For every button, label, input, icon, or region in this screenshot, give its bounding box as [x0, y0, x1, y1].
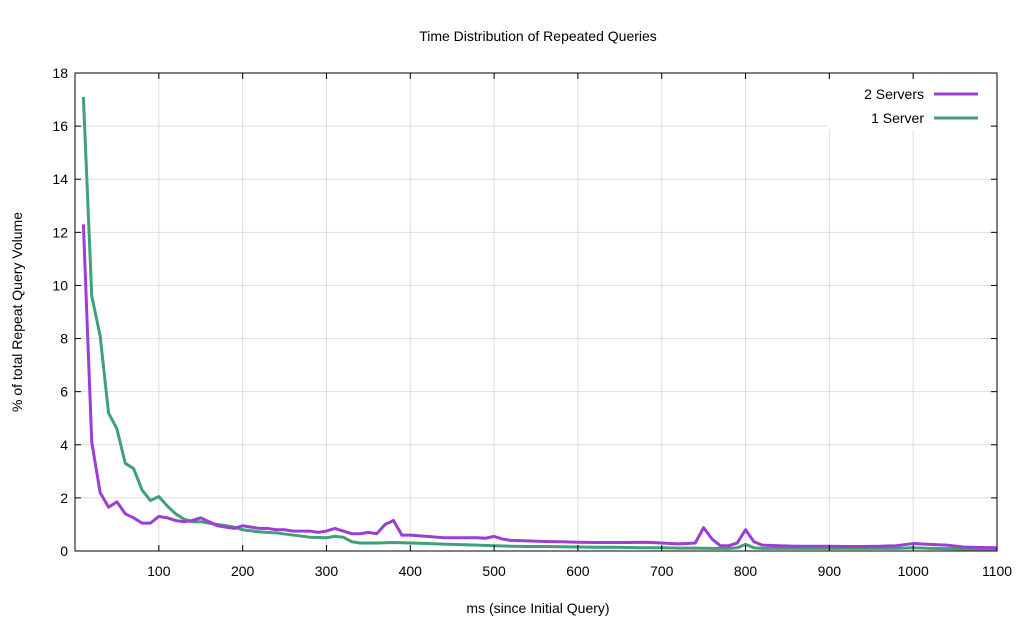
legend: 2 Servers 1 Server — [828, 80, 990, 130]
y-tick-label: 4 — [60, 437, 68, 453]
x-tick-label: 800 — [734, 563, 758, 579]
y-tick-label: 0 — [60, 543, 68, 559]
x-axis-label: ms (since Initial Query) — [466, 600, 609, 616]
y-tick-label: 10 — [52, 277, 68, 293]
y-tick-label: 8 — [60, 331, 68, 347]
y-tick-label: 2 — [60, 490, 68, 506]
plot-frame — [74, 72, 998, 552]
x-tick-label: 500 — [482, 563, 506, 579]
x-tick-label: 400 — [399, 563, 423, 579]
series-line-two-servers — [81, 224, 998, 550]
y-tick-label: 16 — [52, 118, 68, 134]
legend-background — [828, 80, 990, 130]
chart-title: Time Distribution of Repeated Queries — [419, 28, 657, 44]
axis-ticks: 100 200 300 400 500 600 700 800 900 1000 1100 0 2 4 6 8… — [52, 65, 1012, 579]
legend-label: 2 Servers — [864, 86, 924, 102]
y-tick-label: 12 — [52, 224, 68, 240]
x-tick-label: 200 — [231, 563, 255, 579]
x-tick-label: 300 — [315, 563, 339, 579]
y-tick-label: 6 — [60, 384, 68, 400]
series-lines — [81, 96, 998, 551]
y-tick-label: 14 — [52, 171, 68, 187]
series-line-one-server — [81, 96, 997, 551]
grid — [75, 73, 997, 551]
x-tick-label: 1100 — [982, 563, 1012, 579]
x-tick-label: 1000 — [898, 563, 929, 579]
y-axis-label: % of total Repeat Query Volume — [9, 212, 25, 412]
x-tick-label: 100 — [147, 563, 171, 579]
x-tick-label: 600 — [566, 563, 590, 579]
x-tick-label: 700 — [650, 563, 674, 579]
x-tick-label: 900 — [818, 563, 842, 579]
legend-label: 1 Server — [871, 110, 924, 126]
y-tick-label: 18 — [52, 65, 68, 81]
